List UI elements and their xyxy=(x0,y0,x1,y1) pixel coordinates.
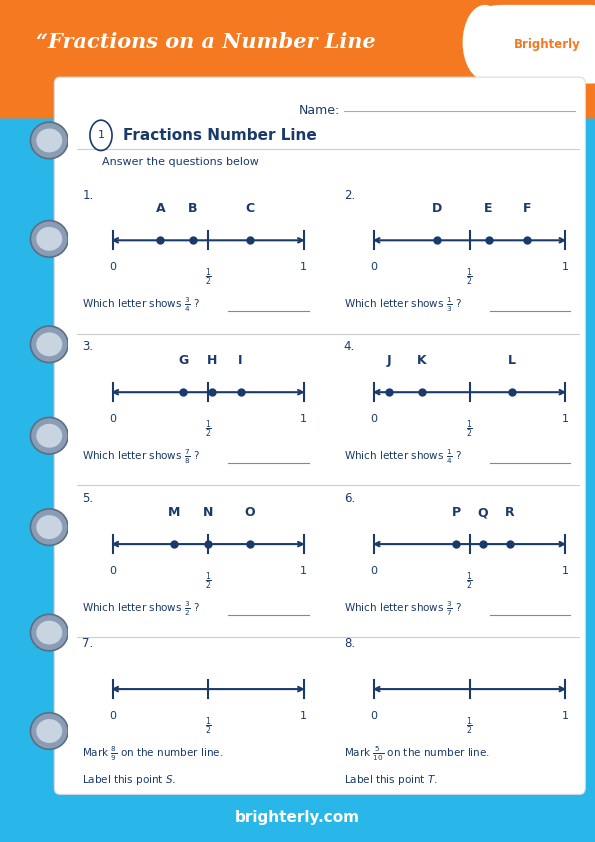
Text: M: M xyxy=(168,506,180,520)
Text: $\frac{1}{2}$: $\frac{1}{2}$ xyxy=(466,418,473,440)
Text: $\frac{1}{2}$: $\frac{1}{2}$ xyxy=(205,716,212,737)
Text: $\frac{1}{2}$: $\frac{1}{2}$ xyxy=(466,716,473,737)
Text: L: L xyxy=(508,354,515,367)
Text: 6.: 6. xyxy=(344,493,355,505)
Text: J: J xyxy=(387,354,392,367)
Text: Label this point $S$.: Label this point $S$. xyxy=(82,773,177,787)
Ellipse shape xyxy=(36,227,62,251)
Ellipse shape xyxy=(30,509,68,546)
Ellipse shape xyxy=(30,712,68,749)
Text: 1: 1 xyxy=(300,414,307,424)
Text: 7.: 7. xyxy=(82,637,93,650)
Text: 3.: 3. xyxy=(82,340,93,354)
Text: Which letter shows $\frac{3}{4}$ ?: Which letter shows $\frac{3}{4}$ ? xyxy=(82,296,201,314)
Text: R: R xyxy=(505,506,515,520)
Text: Brighterly: Brighterly xyxy=(513,38,580,51)
Text: 1: 1 xyxy=(562,566,569,576)
Ellipse shape xyxy=(36,515,62,539)
Text: 1.: 1. xyxy=(82,189,93,201)
Text: “Fractions on a Number Line: “Fractions on a Number Line xyxy=(36,33,375,52)
Text: Mark $\frac{8}{9}$ on the number line.: Mark $\frac{8}{9}$ on the number line. xyxy=(82,744,224,763)
Ellipse shape xyxy=(30,615,68,651)
Text: 0: 0 xyxy=(109,566,116,576)
Text: 2.: 2. xyxy=(344,189,355,201)
Text: I: I xyxy=(239,354,243,367)
Text: Which letter shows $\frac{3}{7}$ ?: Which letter shows $\frac{3}{7}$ ? xyxy=(344,600,462,618)
Text: Q: Q xyxy=(478,506,488,520)
Text: G: G xyxy=(178,354,189,367)
Text: H: H xyxy=(206,354,217,367)
Text: Which letter shows $\frac{1}{3}$ ?: Which letter shows $\frac{1}{3}$ ? xyxy=(344,296,462,314)
Text: 1: 1 xyxy=(300,711,307,722)
Text: 1: 1 xyxy=(562,711,569,722)
Ellipse shape xyxy=(36,129,62,152)
Ellipse shape xyxy=(30,221,68,257)
Text: D: D xyxy=(432,202,442,216)
Text: 1: 1 xyxy=(562,263,569,273)
Text: 0: 0 xyxy=(371,414,377,424)
Ellipse shape xyxy=(30,122,68,159)
Text: 1: 1 xyxy=(300,566,307,576)
Ellipse shape xyxy=(36,621,62,644)
Ellipse shape xyxy=(463,5,507,80)
Text: N: N xyxy=(203,506,213,520)
Text: P: P xyxy=(452,506,461,520)
Text: Mark $\frac{5}{10}$ on the number line.: Mark $\frac{5}{10}$ on the number line. xyxy=(344,744,490,763)
Text: C: C xyxy=(246,202,255,216)
Ellipse shape xyxy=(30,418,68,454)
Text: 0: 0 xyxy=(109,263,116,273)
FancyBboxPatch shape xyxy=(490,5,595,83)
Text: 8.: 8. xyxy=(344,637,355,650)
Text: $\frac{1}{2}$: $\frac{1}{2}$ xyxy=(205,267,212,288)
Text: O: O xyxy=(245,506,255,520)
Text: brighterly.com: brighterly.com xyxy=(235,810,360,825)
Text: Which letter shows $\frac{7}{8}$ ?: Which letter shows $\frac{7}{8}$ ? xyxy=(82,447,201,466)
Text: Answer the questions below: Answer the questions below xyxy=(102,157,259,168)
FancyBboxPatch shape xyxy=(0,0,595,119)
Text: Fractions Number Line: Fractions Number Line xyxy=(123,128,317,143)
Text: $\frac{1}{2}$: $\frac{1}{2}$ xyxy=(205,418,212,440)
Text: B: B xyxy=(188,202,198,216)
Text: 0: 0 xyxy=(371,711,377,722)
Text: Which letter shows $\frac{1}{4}$ ?: Which letter shows $\frac{1}{4}$ ? xyxy=(344,447,462,466)
Text: Name:: Name: xyxy=(299,104,340,116)
Text: 0: 0 xyxy=(371,263,377,273)
Text: 0: 0 xyxy=(109,711,116,722)
Text: 5.: 5. xyxy=(82,493,93,505)
Text: F: F xyxy=(522,202,531,216)
Text: 1: 1 xyxy=(562,414,569,424)
Text: K: K xyxy=(417,354,427,367)
Text: 4.: 4. xyxy=(344,340,355,354)
Text: 1: 1 xyxy=(300,263,307,273)
Ellipse shape xyxy=(30,326,68,363)
Text: 0: 0 xyxy=(109,414,116,424)
Ellipse shape xyxy=(36,424,62,448)
Text: Which letter shows $\frac{3}{2}$ ?: Which letter shows $\frac{3}{2}$ ? xyxy=(82,600,201,618)
FancyBboxPatch shape xyxy=(54,77,585,794)
Text: $\frac{1}{2}$: $\frac{1}{2}$ xyxy=(466,570,473,592)
Text: $\frac{1}{2}$: $\frac{1}{2}$ xyxy=(466,267,473,288)
Text: 0: 0 xyxy=(371,566,377,576)
Text: $\frac{1}{2}$: $\frac{1}{2}$ xyxy=(205,570,212,592)
Text: 1: 1 xyxy=(98,131,105,141)
Ellipse shape xyxy=(36,333,62,356)
Text: E: E xyxy=(484,202,493,216)
Text: Label this point $T$.: Label this point $T$. xyxy=(344,773,438,787)
Ellipse shape xyxy=(36,719,62,743)
Text: A: A xyxy=(155,202,165,216)
